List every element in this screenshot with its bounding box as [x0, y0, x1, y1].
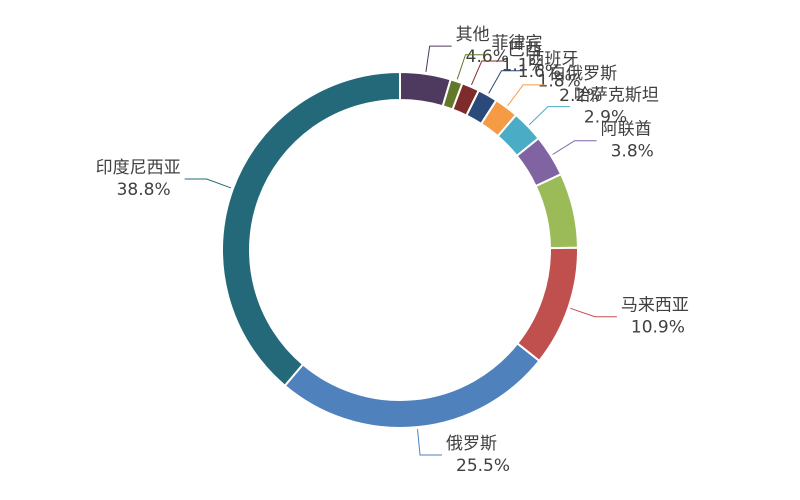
slice-label: 白俄罗斯 [549, 64, 617, 84]
donut-segment [283, 342, 541, 429]
slice-value: 1.6% [518, 62, 561, 82]
donut-segment [515, 246, 579, 363]
slice-label: 巴西 [508, 40, 542, 60]
slice-value: 4.6% [466, 47, 509, 67]
slice-label: 印度尼西亚 [96, 158, 181, 178]
slice-label: 哈萨克斯坦 [574, 86, 659, 106]
slice-label: 俄罗斯 [446, 434, 497, 454]
leader-line [456, 54, 488, 80]
slice-value: 38.8% [117, 180, 171, 200]
leader-line [570, 307, 617, 318]
slice-value: 3.8% [611, 142, 654, 162]
leader-line [417, 429, 443, 456]
donut-segment [534, 172, 579, 250]
leader-line [507, 84, 546, 107]
donut-segment [399, 70, 452, 108]
leader-line [184, 178, 232, 189]
slice-label: 马来西亚 [621, 296, 689, 316]
slice-value: 2.2% [559, 86, 602, 106]
leader-line [552, 140, 597, 155]
slice-label: 阿联酋 [601, 120, 652, 140]
leader-line [528, 106, 570, 126]
slice-value: 1.8% [538, 72, 581, 92]
slice-label: 菲律宾 [492, 34, 543, 54]
slice-label: 其他 [456, 25, 490, 45]
leader-line [488, 70, 524, 94]
slice-value: 10.9% [631, 318, 685, 338]
slice-label: 西班牙 [528, 50, 579, 70]
slice-value: 25.5% [456, 456, 510, 476]
leader-line [425, 45, 452, 72]
slice-value: 2.9% [584, 108, 627, 128]
donut-segment [221, 70, 401, 388]
leader-line [471, 60, 504, 86]
